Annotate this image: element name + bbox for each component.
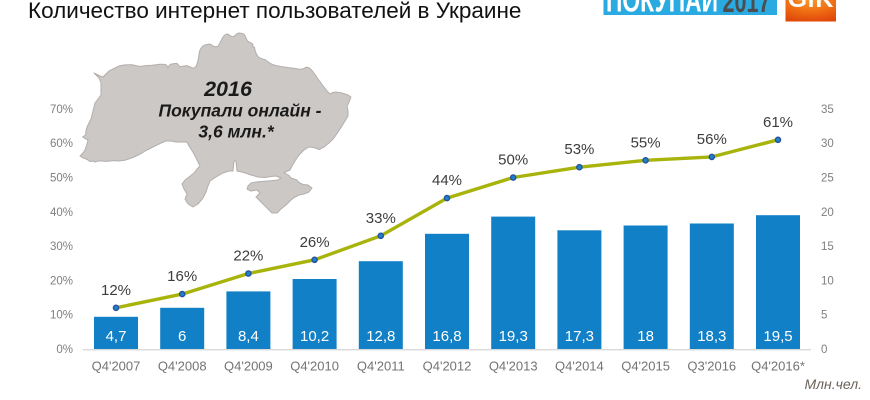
svg-text:16,8: 16,8 [432,328,461,345]
svg-text:40%: 40% [50,207,73,219]
svg-text:Q4'2012: Q4'2012 [423,359,472,374]
svg-text:0%: 0% [56,344,73,356]
svg-text:55%: 55% [631,134,661,151]
svg-text:19,5: 19,5 [763,328,792,345]
svg-text:53%: 53% [564,141,594,158]
svg-text:20: 20 [821,207,834,219]
svg-text:Q4'2014: Q4'2014 [555,359,604,374]
svg-text:ПОКУПАЙ: ПОКУПАЙ [606,0,718,19]
svg-text:35: 35 [821,104,834,116]
svg-text:Q4'2009: Q4'2009 [224,359,273,374]
svg-text:Q4'2013: Q4'2013 [489,359,538,374]
svg-text:15: 15 [821,241,834,253]
svg-text:10%: 10% [50,310,73,322]
svg-text:22%: 22% [233,248,263,265]
svg-text:GfK: GfK [788,0,834,13]
svg-text:2016: 2016 [203,77,253,101]
svg-text:Q3'2016: Q3'2016 [687,359,736,374]
svg-text:18,3: 18,3 [697,328,726,345]
svg-text:0: 0 [821,344,827,356]
svg-text:Покупали онлайн -: Покупали онлайн - [159,101,322,121]
svg-text:4,7: 4,7 [106,328,127,345]
svg-text:Q4'2008: Q4'2008 [158,359,207,374]
svg-text:61%: 61% [763,114,793,131]
svg-text:60%: 60% [50,138,73,150]
svg-text:8,4: 8,4 [238,328,259,345]
svg-text:Млн.чел.: Млн.чел. [804,376,862,392]
svg-text:30: 30 [821,138,834,150]
svg-text:Q4'2011: Q4'2011 [357,359,405,374]
svg-text:18: 18 [637,328,654,345]
svg-text:26%: 26% [300,234,330,251]
svg-text:33%: 33% [366,210,396,227]
svg-text:56%: 56% [697,131,727,148]
svg-text:44%: 44% [432,172,462,189]
svg-text:70%: 70% [50,104,73,116]
svg-text:6: 6 [178,328,186,345]
svg-text:30%: 30% [50,241,73,253]
svg-text:19,3: 19,3 [499,328,528,345]
svg-text:17,3: 17,3 [565,328,594,345]
svg-text:50%: 50% [498,152,528,169]
svg-text:Q4'2010: Q4'2010 [290,359,339,374]
svg-text:3,6 млн.*: 3,6 млн.* [198,122,274,142]
svg-text:10,2: 10,2 [300,328,329,345]
svg-text:20%: 20% [50,275,73,287]
svg-text:25: 25 [821,173,834,185]
svg-text:10: 10 [821,275,834,287]
svg-text:50%: 50% [50,173,73,185]
svg-text:16%: 16% [167,268,197,285]
svg-text:12%: 12% [101,282,131,299]
svg-text:5: 5 [821,310,827,322]
svg-text:Q4'2016*: Q4'2016* [751,359,805,374]
svg-text:Q4'2015: Q4'2015 [621,359,670,374]
svg-text:2017: 2017 [723,0,771,19]
svg-text:Q4'2007: Q4'2007 [92,359,141,374]
svg-text:Количество интернет пользовате: Количество интернет пользователей в Укра… [28,0,521,23]
svg-text:12,8: 12,8 [366,328,395,345]
